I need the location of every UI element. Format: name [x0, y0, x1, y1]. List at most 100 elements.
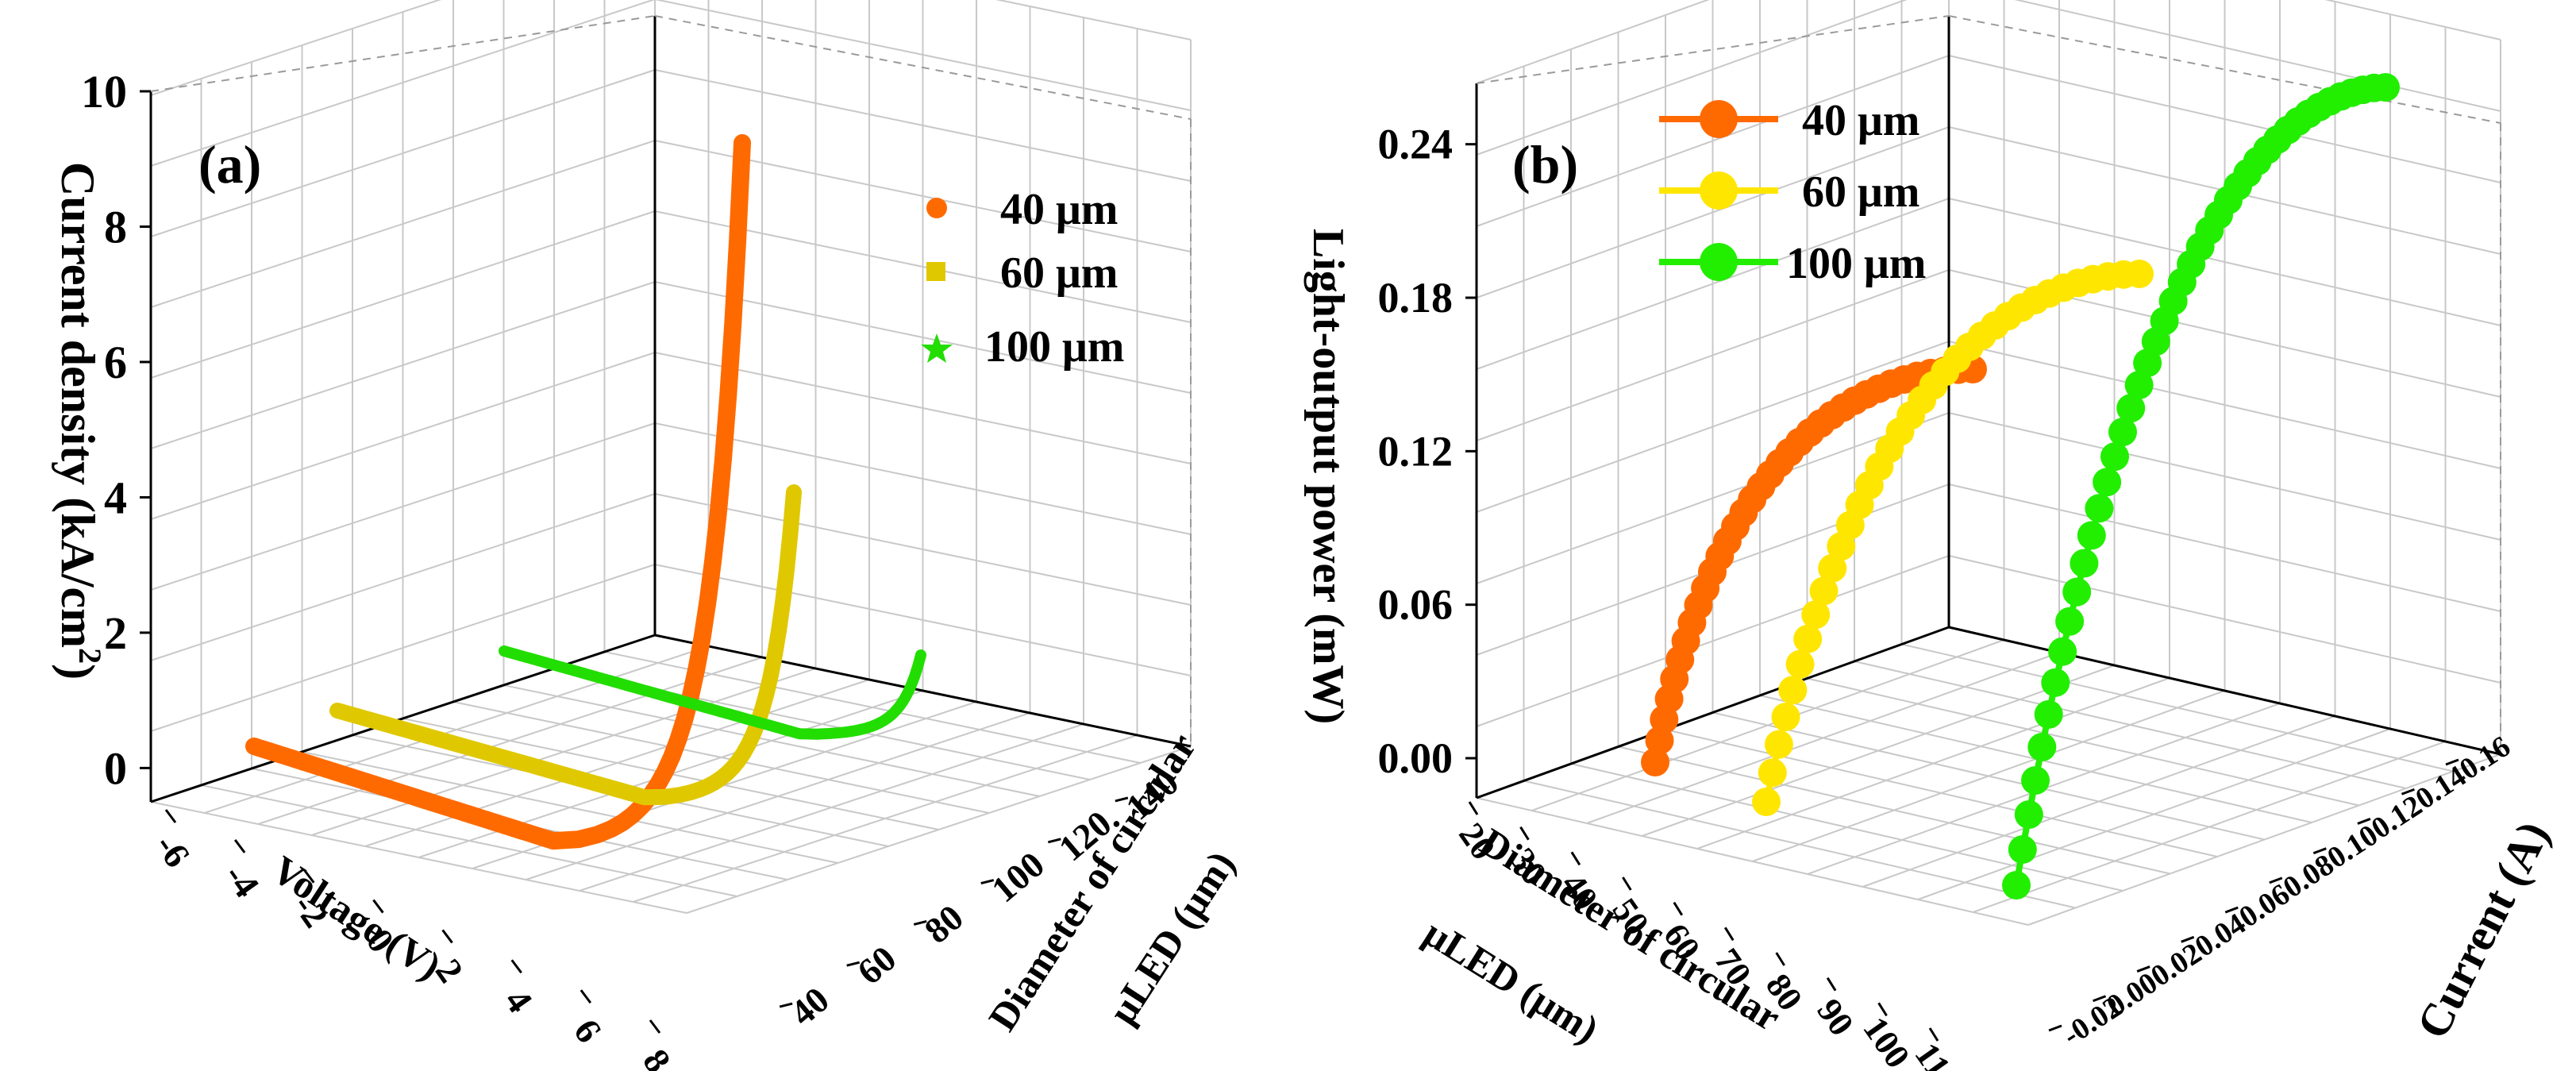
grid-line	[1973, 741, 2446, 913]
x-tick	[580, 989, 592, 1004]
x-tick	[1622, 876, 1632, 891]
grid-line	[1854, 661, 2407, 789]
z-tick-label: 0.12	[1378, 427, 1454, 475]
legend-a-marker-40	[926, 198, 947, 218]
series-point-100	[2027, 733, 2057, 761]
series-point-60	[1793, 624, 1823, 653]
z-tick-label: 8	[104, 201, 127, 252]
series-curve-40	[245, 134, 751, 850]
y-tick-label: 100	[984, 844, 1052, 910]
grid-line	[503, 684, 1040, 797]
y-tick	[1047, 838, 1061, 844]
series-point-100	[2041, 668, 2070, 697]
panel-a-label: (a)	[198, 134, 261, 195]
series-point-100	[2048, 637, 2077, 666]
x-tick-label: 100	[1855, 1010, 1917, 1071]
series-point-60	[1818, 553, 1847, 583]
y-tick	[980, 879, 995, 885]
panel-a-grid	[150, 0, 1192, 914]
y-tick	[2445, 758, 2459, 766]
z-tick-label: 0.00	[1378, 734, 1454, 782]
grid-line	[1862, 715, 2335, 888]
legend-a-label-60: 60 μm	[1000, 248, 1118, 298]
z-tick-label: 0.18	[1378, 274, 1454, 322]
panel-b-label: (b)	[1512, 134, 1578, 195]
series-point-100	[2070, 549, 2099, 578]
grid-line	[2027, 753, 2501, 926]
legend-b-label-40: 40 μm	[1802, 96, 1919, 145]
y-tick	[2401, 788, 2415, 796]
series-point-60	[1785, 649, 1815, 679]
grid-line	[526, 712, 1030, 880]
series-point-100	[2133, 349, 2162, 378]
y-tick	[2357, 818, 2371, 825]
legend-a-marker-100	[921, 333, 953, 363]
grid-line	[686, 745, 1192, 914]
x-tick	[1928, 1027, 1939, 1042]
x-tick	[441, 929, 453, 944]
legend-b-marker-100	[1700, 243, 1738, 281]
x-tick-label: 110	[1908, 1036, 1969, 1071]
series-point-100	[2108, 418, 2137, 447]
grid-line	[1752, 690, 2225, 862]
legend-b-marker-40	[1700, 100, 1738, 138]
panel-b-x-label-line2: μLED (μm)	[1416, 910, 1606, 1051]
x-tick-label: 6	[566, 1011, 610, 1050]
y-tick	[2269, 876, 2283, 884]
series-point-100	[2055, 607, 2085, 636]
panel-a-legend: 40 μm 60 μm 100 μm	[921, 185, 1124, 372]
legend-a-label-40: 40 μm	[1000, 185, 1118, 234]
series-point-60	[1758, 758, 1787, 788]
legend-b-label-60: 60 μm	[1802, 168, 1919, 217]
x-tick-label: -4	[217, 857, 268, 905]
series-point-100	[2100, 442, 2129, 472]
panel-b-y-label: Current (A)	[2406, 813, 2559, 1046]
series-point-60	[1764, 730, 1793, 759]
series-point-100	[2093, 468, 2122, 497]
series-point-100	[2062, 577, 2092, 607]
x-tick	[1570, 851, 1581, 866]
z-tick-label: 0.06	[1378, 581, 1454, 629]
series-point-100	[2021, 766, 2050, 795]
legend-a-marker-60	[926, 262, 945, 281]
grid-line	[1917, 728, 2391, 900]
series-point-100	[2124, 371, 2154, 399]
series-point-60	[1809, 576, 1839, 606]
y-tick	[913, 919, 927, 926]
y-tick	[2312, 847, 2327, 855]
y-tick	[846, 961, 861, 967]
y-tick	[2136, 965, 2151, 973]
z-tick-label: 2	[104, 607, 127, 659]
series-point-100	[2002, 871, 2031, 900]
z-tick-label: 10	[81, 66, 127, 118]
x-tick-label: 4	[497, 981, 541, 1019]
series-point-60	[1778, 676, 1808, 705]
y-tick	[2093, 995, 2107, 1003]
x-tick	[164, 809, 177, 823]
z-tick-label: 0	[104, 742, 127, 794]
series-point-60	[1801, 600, 1831, 630]
y-tick	[2181, 935, 2195, 943]
legend-b-label-100: 100 μm	[1786, 239, 1926, 288]
series-line-100	[2013, 84, 2386, 886]
x-tick	[1519, 826, 1530, 841]
panel-b-curves	[1641, 73, 2400, 900]
x-tick-label: 90	[1809, 992, 1861, 1042]
y-tick	[2048, 1024, 2062, 1032]
z-tick-label: 4	[104, 472, 127, 523]
panel-b-legend: 40 μm 60 μm 100 μm	[1659, 96, 1926, 288]
series-point-60	[1752, 788, 1781, 816]
x-tick	[510, 959, 522, 974]
series-point-100	[2077, 521, 2106, 550]
series-curve-60	[329, 484, 802, 806]
series-point-100	[2008, 835, 2037, 864]
panel-b-z-label: Light-output power (mW)	[1303, 229, 1353, 724]
grid-line	[1476, 0, 1710, 84]
z-tick-label: 6	[104, 337, 127, 388]
series-point-60	[2125, 260, 2154, 288]
x-tick	[372, 899, 384, 914]
series-point-100	[2085, 494, 2114, 523]
x-tick	[303, 869, 315, 884]
